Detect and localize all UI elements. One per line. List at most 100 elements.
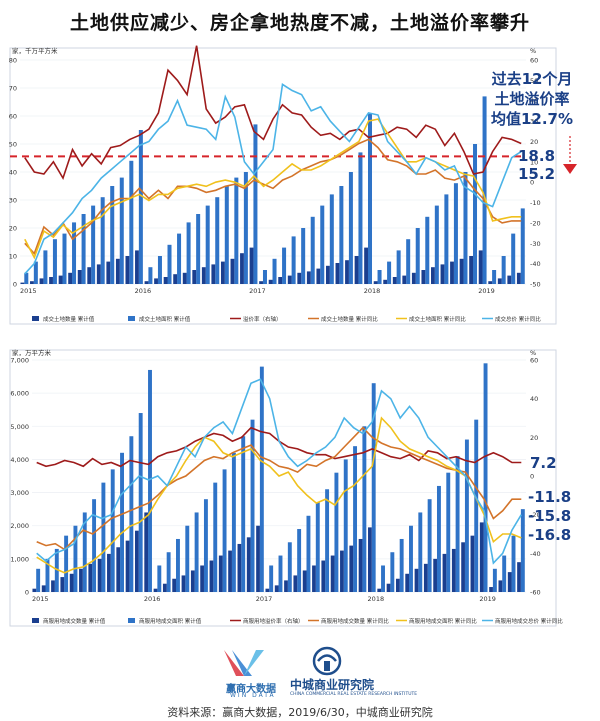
bar-count — [68, 272, 73, 284]
y-tick-label: 0 — [13, 281, 17, 289]
y-tick-label: 70 — [9, 85, 17, 93]
series-line — [36, 416, 522, 574]
bar-area — [371, 383, 376, 592]
bar-count — [228, 550, 232, 592]
bar-area — [213, 482, 218, 592]
bar-area — [474, 419, 479, 592]
annotation-line: 土地溢价率 — [494, 90, 569, 108]
x-year-label: 2016 — [144, 595, 161, 603]
bar-area — [120, 452, 124, 592]
bar-area — [64, 535, 69, 592]
y2-tick-label: -20 — [530, 511, 541, 519]
x-year-label: 2017 — [256, 595, 273, 603]
y-tick-label: 2,000 — [10, 522, 29, 530]
bar-area — [186, 222, 191, 284]
bar-area — [231, 452, 236, 592]
bar-area — [353, 446, 358, 592]
bar-area — [511, 535, 516, 592]
y2-tick-label: -10 — [530, 199, 541, 207]
bar-count — [316, 268, 321, 284]
series-line — [24, 118, 522, 260]
value-label: 7.2 — [530, 454, 557, 472]
bar-area — [396, 250, 401, 284]
bar-count — [274, 585, 279, 592]
bar-count — [144, 512, 149, 592]
bar-count — [470, 535, 475, 592]
bar-count — [284, 580, 288, 592]
bar-count — [218, 555, 223, 592]
y2-tick-label: -60 — [530, 589, 541, 597]
bar-count — [220, 261, 225, 284]
left-axis-unit: 家，千万平方米 — [12, 46, 58, 55]
bar-area — [418, 512, 423, 592]
y-tick-label: 0 — [25, 589, 29, 597]
bar-count — [41, 585, 46, 592]
bar-area — [110, 469, 115, 592]
x-year-label: 2019 — [478, 287, 495, 295]
bar-count — [478, 250, 483, 284]
bar-count — [79, 568, 83, 592]
series-line — [24, 45, 522, 181]
annotation-line: 过去12个月 — [492, 70, 573, 88]
bar-count — [507, 572, 512, 592]
y2-tick-label: 30 — [530, 118, 538, 126]
y2-tick-label: 40 — [530, 97, 538, 105]
bar-count — [69, 573, 74, 592]
bar-area — [367, 113, 373, 284]
series-line — [36, 426, 522, 551]
bar-count — [181, 575, 186, 592]
bar-count — [77, 270, 82, 284]
bar-area — [329, 194, 334, 284]
bar-count — [230, 258, 235, 284]
bar-area — [203, 499, 208, 592]
bar-count — [442, 553, 447, 592]
bar-count — [173, 274, 178, 284]
bar-count — [135, 250, 139, 284]
bar-count — [246, 537, 251, 592]
bar-area — [434, 205, 439, 284]
source-note: 资料来源：赢商大数据，2019/6/30，中城商业研究院 — [167, 706, 433, 719]
left-axis-unit: 家，万平方米 — [12, 348, 52, 357]
bar-area — [520, 509, 525, 592]
bar-count — [440, 264, 445, 284]
y-tick-label: 5,000 — [10, 423, 29, 431]
bar-area — [91, 205, 96, 284]
zc-institute-logo-name: 中城商业研究院 — [290, 678, 375, 692]
bar-area — [157, 256, 162, 284]
bar-count — [395, 578, 400, 592]
bar-area — [492, 568, 497, 592]
bar-area — [436, 485, 441, 592]
bar-count — [373, 281, 378, 284]
y2-tick-label: -50 — [530, 281, 541, 289]
zc-institute-logo-sub: CHINA COMMERCIAL REAL ESTATE RESEARCH IN… — [290, 692, 418, 697]
bar-count — [383, 279, 388, 284]
bar-area — [101, 482, 106, 592]
y-tick-label: 7,000 — [10, 357, 29, 365]
legend-label: 成交总价 累计同比 — [495, 315, 541, 323]
bar-count — [96, 264, 101, 284]
legend-swatch — [128, 316, 135, 321]
x-year-label: 2015 — [32, 595, 49, 603]
bar-area — [177, 233, 182, 284]
bar-area — [464, 439, 469, 592]
bar-count — [411, 272, 416, 284]
legend-label: 成交土地面积 累计同比 — [409, 315, 466, 323]
legend-label: 商服用地成交面积 累计同比 — [409, 617, 477, 625]
y-tick-label: 6,000 — [10, 390, 29, 398]
bar-area — [278, 555, 283, 592]
y2-tick-label: 60 — [530, 357, 538, 365]
bar-count — [516, 272, 521, 284]
bar-area — [243, 172, 248, 284]
bar-count — [497, 278, 502, 284]
right-axis-unit: % — [530, 47, 536, 55]
bar-count — [461, 542, 465, 592]
bar-count — [249, 247, 254, 284]
bar-area — [377, 270, 382, 284]
bar-area — [224, 186, 229, 284]
bar-count — [88, 563, 93, 592]
y2-tick-label: -20 — [530, 219, 541, 227]
y2-tick-label: 40 — [530, 395, 538, 403]
bar-area — [205, 205, 210, 284]
bar-area — [348, 172, 353, 284]
y2-tick-label: -40 — [530, 550, 541, 558]
